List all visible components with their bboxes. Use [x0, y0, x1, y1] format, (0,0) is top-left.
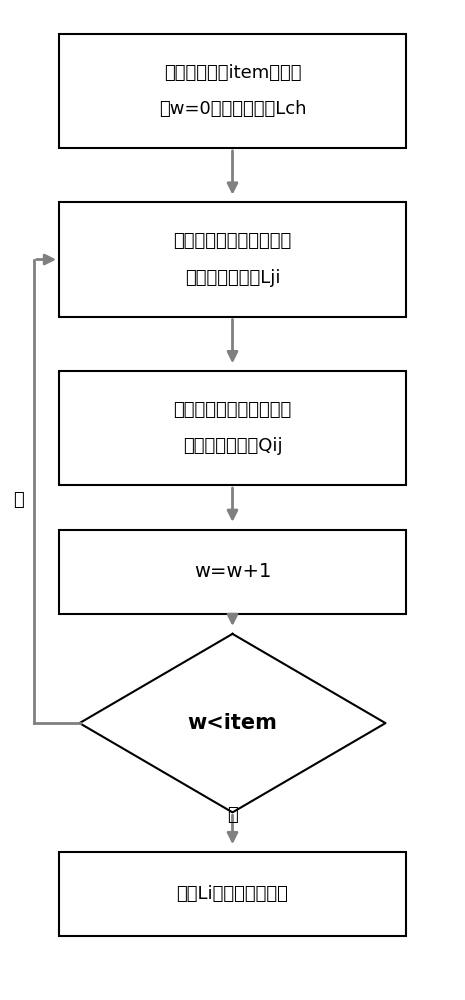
FancyBboxPatch shape: [59, 530, 406, 614]
FancyBboxPatch shape: [59, 371, 406, 485]
Text: w<item: w<item: [187, 713, 278, 733]
Polygon shape: [80, 634, 385, 812]
Text: 校验节点的信息Qij: 校验节点的信息Qij: [183, 437, 282, 455]
Text: 变量节点的信息Lji: 变量节点的信息Lji: [185, 269, 280, 287]
Text: 计算所有校验节点传递给: 计算所有校验节点传递给: [173, 232, 292, 250]
Text: 计算所有变量节点传递给: 计算所有变量节点传递给: [173, 401, 292, 419]
Text: 化w=0，求信道信息Lch: 化w=0，求信道信息Lch: [159, 100, 306, 118]
FancyBboxPatch shape: [59, 852, 406, 936]
Text: w=w+1: w=w+1: [194, 562, 271, 581]
Text: 计算Li，进行码字判决: 计算Li，进行码字判决: [177, 885, 288, 903]
Text: 设置迭代次数item，初始: 设置迭代次数item，初始: [164, 64, 301, 82]
FancyBboxPatch shape: [59, 202, 406, 317]
Text: 是: 是: [13, 491, 24, 509]
Text: 否: 否: [227, 806, 238, 824]
FancyBboxPatch shape: [59, 34, 406, 148]
